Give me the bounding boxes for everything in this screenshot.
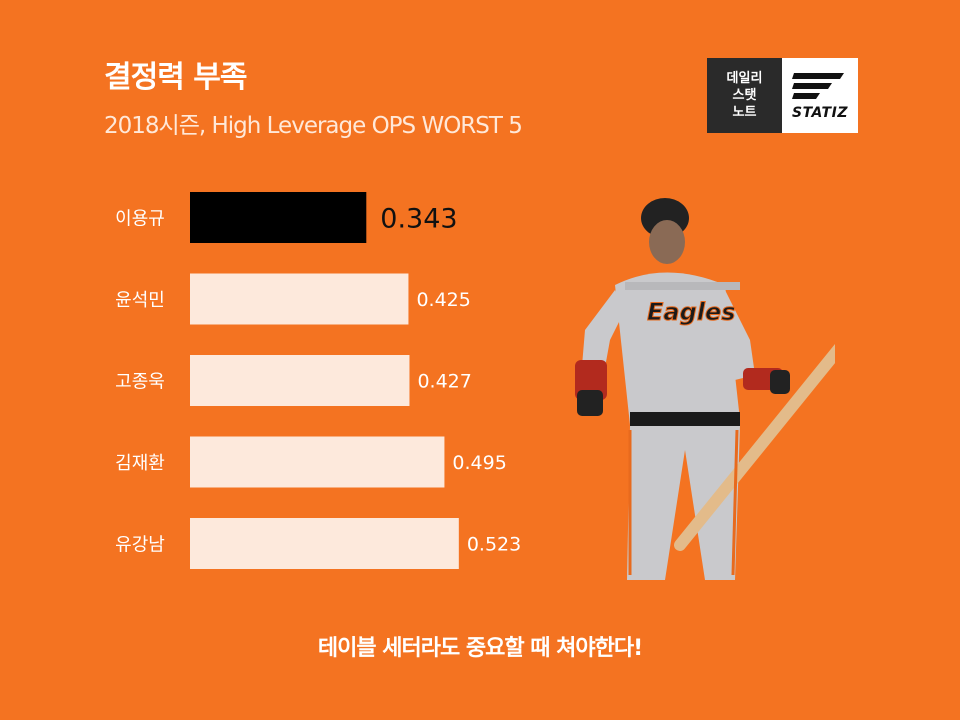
value-label: 0.427: [417, 371, 471, 393]
value-label: 0.425: [416, 289, 470, 311]
bar: [190, 355, 410, 406]
baseball-player-illustration: Eagles: [575, 198, 835, 580]
chart-subtitle: 2018시즌, High Leverage OPS WORST 5: [104, 113, 523, 139]
bar: [190, 436, 445, 488]
value-label: 0.523: [467, 534, 521, 556]
category-label: 유강남: [115, 535, 165, 556]
statiz-logo: 데일리 스탯 노트 STATIZ: [707, 58, 858, 133]
category-label: 윤석민: [115, 290, 165, 311]
category-label: 고종욱: [115, 372, 165, 393]
value-label: 0.343: [380, 204, 457, 235]
svg-text:Eagles: Eagles: [647, 298, 736, 326]
bar-chart: 이용규 0.343 윤석민 0.425 고종욱 0.427 김재환 0.495 유강남 0.523: [115, 192, 521, 569]
footer-caption: 테이블 세터라도 중요할 때 쳐야한다!: [317, 636, 643, 661]
value-label: 0.495: [452, 452, 506, 474]
statiz-wordmark: STATIZ: [792, 104, 848, 121]
statiz-lines-icon: [792, 72, 844, 99]
bar: [190, 273, 409, 325]
bar: [190, 192, 367, 243]
logo-line-1: 데일리: [726, 71, 763, 86]
category-label: 김재환: [115, 453, 165, 474]
category-label: 이용규: [115, 209, 165, 230]
statiz-mark: STATIZ: [782, 58, 858, 133]
daily-stat-note-badge: 데일리 스탯 노트: [707, 58, 782, 133]
logo-line-2: 스탯: [732, 88, 757, 103]
logo-line-3: 노트: [732, 105, 757, 120]
chart-title: 결정력 부족: [104, 60, 247, 95]
bar: [190, 518, 459, 569]
